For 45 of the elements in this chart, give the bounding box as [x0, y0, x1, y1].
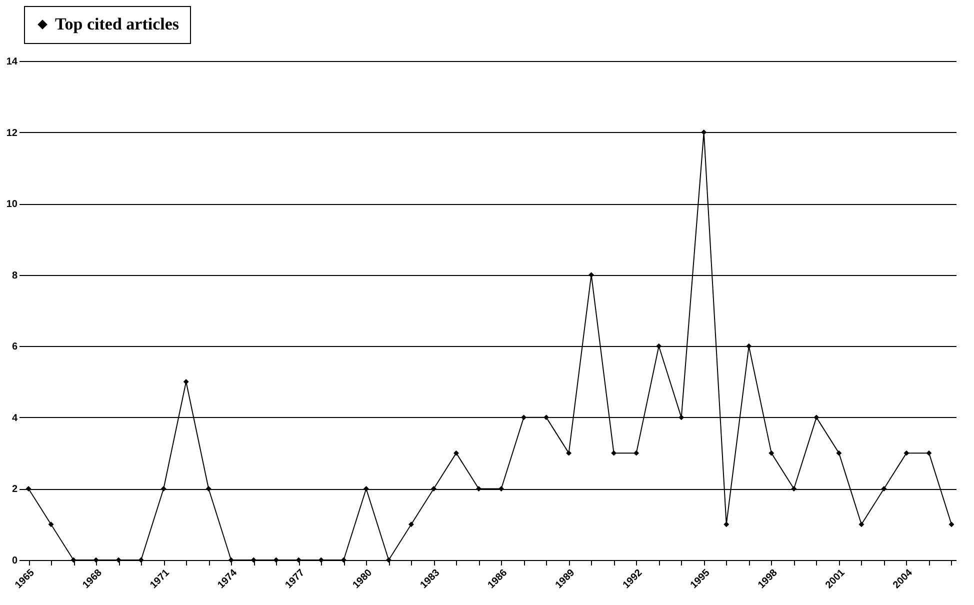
y-tick-label: 14: [6, 56, 18, 68]
point: [363, 486, 369, 492]
point: [904, 450, 910, 456]
point: [48, 522, 54, 528]
point: [678, 414, 684, 420]
y-tick-label: 6: [12, 342, 18, 353]
point: [250, 557, 256, 563]
point: [138, 557, 144, 563]
point: [228, 557, 234, 563]
point: [814, 414, 820, 420]
point: [566, 450, 572, 456]
point: [206, 486, 212, 492]
point: [746, 343, 752, 349]
point: [26, 486, 32, 492]
point: [544, 414, 550, 420]
point: [386, 557, 392, 563]
point: [160, 486, 166, 492]
point: [926, 450, 932, 456]
y-tick-label: 4: [12, 412, 18, 424]
point: [634, 450, 640, 456]
point: [408, 522, 414, 528]
point: [498, 486, 504, 492]
y-tick-label: 8: [12, 270, 18, 282]
point: [858, 522, 864, 528]
y-tick-label: 10: [6, 199, 18, 210]
point: [521, 414, 527, 420]
point: [70, 557, 76, 563]
legend-label: Top cited articles: [55, 14, 180, 34]
point: [724, 522, 730, 528]
point: [768, 450, 774, 456]
point: [93, 557, 99, 563]
point: [656, 343, 662, 349]
point: [611, 450, 617, 456]
point: [836, 450, 842, 456]
point: [453, 450, 459, 456]
y-tick-label: 0: [12, 556, 18, 566]
point: [476, 486, 482, 492]
point: [183, 379, 189, 385]
point: [948, 522, 954, 528]
point: [116, 557, 122, 563]
point: [430, 486, 436, 492]
point: [791, 486, 797, 492]
point: [881, 486, 887, 492]
y-tick-label: 12: [6, 128, 18, 139]
y-tick-label: 2: [12, 484, 18, 496]
